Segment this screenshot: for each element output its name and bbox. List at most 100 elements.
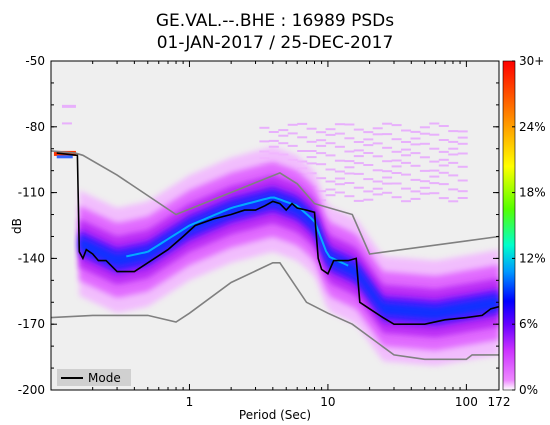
outlier-cell xyxy=(334,183,345,186)
outlier-cell xyxy=(372,133,383,136)
outlier-cell xyxy=(325,142,336,145)
outlier-cell xyxy=(372,169,383,172)
outlier-cell xyxy=(419,142,430,145)
density-core xyxy=(126,196,349,267)
outlier-cell xyxy=(401,129,411,132)
outlier-cell xyxy=(344,182,355,184)
outlier-cell xyxy=(401,187,411,190)
outlier-cell xyxy=(363,190,374,193)
outlier-cell xyxy=(306,156,317,159)
outlier-cell xyxy=(372,155,383,158)
outlier-cell xyxy=(363,144,374,147)
outlier-cell xyxy=(410,178,421,181)
outlier-cell xyxy=(363,131,374,134)
outlier-cell xyxy=(306,140,317,143)
colorbar-tick-label: 24% xyxy=(519,120,546,134)
outlier-cell xyxy=(429,147,440,150)
outlier-cell xyxy=(410,143,421,146)
outlier-cell xyxy=(325,133,336,136)
outlier-cell xyxy=(363,178,374,181)
y-tick-label: -170 xyxy=(18,317,45,331)
mode-curve xyxy=(56,152,499,325)
outlier-cell xyxy=(297,122,308,125)
outlier-cell xyxy=(419,126,430,129)
colorbar-tick-label: 12% xyxy=(519,251,546,265)
outlier-cell xyxy=(401,154,411,157)
outlier-cell xyxy=(457,142,468,145)
colorbar-ticks: 30+ 24% 18% 12% 6% 0% xyxy=(512,54,546,397)
outlier-cell xyxy=(344,137,355,140)
density-band-4 xyxy=(79,192,499,320)
outlier-cell xyxy=(344,172,355,175)
outlier-cell xyxy=(61,122,72,125)
outlier-cell xyxy=(278,134,289,137)
outlier-cell xyxy=(344,195,355,198)
outlier-cell xyxy=(438,150,449,153)
outlier-cell xyxy=(401,200,411,203)
plot-frame xyxy=(50,60,500,391)
outlier-cell xyxy=(448,188,459,191)
y-tick-label: -50 xyxy=(25,54,45,68)
outlier-cell xyxy=(316,144,327,147)
outlier-cell xyxy=(344,166,355,169)
outlier-cell xyxy=(410,137,421,140)
outlier-cell xyxy=(391,172,402,174)
y-axis-label: dB xyxy=(10,218,24,234)
outlier-cell xyxy=(259,140,270,143)
outlier-cell xyxy=(353,155,364,158)
outlier-cell xyxy=(344,150,355,153)
outlier-cell xyxy=(401,141,411,143)
outlier-cell xyxy=(410,164,421,167)
outlier-cell xyxy=(306,127,317,130)
outlier-cell xyxy=(401,173,411,176)
density-band-3 xyxy=(79,186,499,327)
x-tick-label: 1 xyxy=(186,395,194,409)
outlier-cell xyxy=(334,145,345,148)
outlier-cell xyxy=(382,191,393,194)
outlier-cell xyxy=(363,198,374,201)
outlier-cell xyxy=(457,165,468,168)
outlier-cell xyxy=(457,190,468,193)
outlier-cell xyxy=(448,130,459,133)
outlier-cell xyxy=(353,141,364,143)
outlier-cell xyxy=(391,182,402,185)
outlier-cell xyxy=(287,123,298,126)
outlier-cell xyxy=(297,136,308,139)
outlier-cell xyxy=(372,142,383,145)
outlier-cell xyxy=(448,200,459,203)
outlier-cell xyxy=(438,183,449,186)
outlier-cell xyxy=(382,170,393,173)
outlier-cell xyxy=(457,179,468,182)
outlier-cell xyxy=(334,123,345,126)
y-tick-label: -140 xyxy=(18,251,45,265)
outlier-cell xyxy=(382,176,393,179)
outlier-cell xyxy=(448,161,459,164)
outlier-cell xyxy=(334,170,345,173)
outlier-cell xyxy=(401,161,411,164)
outlier-cell xyxy=(419,192,430,195)
outlier-cell xyxy=(429,133,440,136)
outlier-cell xyxy=(353,128,364,131)
outlier-cell xyxy=(401,148,411,151)
outlier-cell xyxy=(372,180,383,183)
legend-box xyxy=(57,369,131,386)
outlier-cell xyxy=(429,169,440,172)
outlier-cell xyxy=(391,159,402,162)
outlier-cell xyxy=(382,182,393,185)
outlier-cell xyxy=(363,152,374,154)
outlier-cell xyxy=(419,186,430,189)
outlier-cell xyxy=(391,165,402,168)
outlier-cell xyxy=(316,163,327,166)
outlier-cell xyxy=(410,130,421,133)
outlier-cell xyxy=(438,197,449,200)
outlier-cell xyxy=(372,127,383,130)
legend-mode-label: Mode xyxy=(88,371,121,385)
outlier-cell xyxy=(429,182,440,185)
outlier-cell xyxy=(353,199,364,202)
hot-cell xyxy=(56,155,73,159)
outlier-cell xyxy=(448,174,459,177)
outlier-cell xyxy=(448,153,459,156)
outlier-cell xyxy=(344,160,355,163)
outlier-cell xyxy=(448,147,459,150)
